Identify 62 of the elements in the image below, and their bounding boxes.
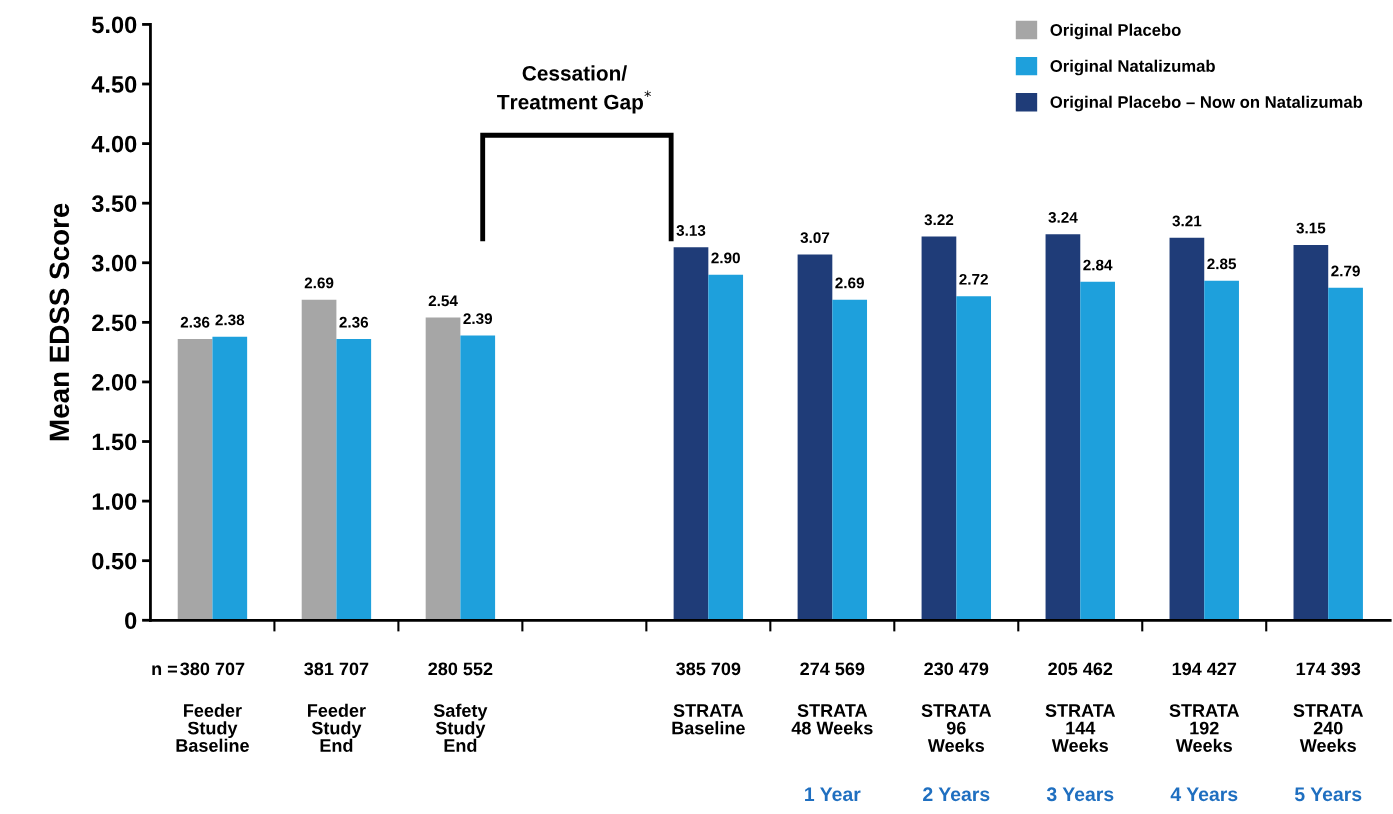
y-tick-label: 1.00 — [92, 493, 137, 510]
bar — [425, 317, 461, 621]
text: n = — [152, 665, 177, 676]
bar — [1328, 287, 1363, 621]
data-label: 3.15 — [1296, 222, 1326, 234]
y-tick-label: 4.00 — [91, 135, 137, 153]
bar — [212, 336, 248, 621]
bar — [1204, 280, 1239, 621]
data-label: 2.79 — [1331, 265, 1360, 277]
category-label: 194 427 STRATA 192 Weeks 4 Years — [1169, 662, 1240, 802]
data-label: 3.21 — [1172, 215, 1202, 227]
bar — [1169, 237, 1205, 621]
category-label: 274 569 STRATA 48 Weeks 1 Year — [791, 662, 873, 802]
bar — [956, 296, 992, 621]
category-label: 381 707 Feeder Study End — [304, 662, 369, 752]
bar — [708, 274, 744, 621]
y-tick-label: 3.00 — [91, 254, 137, 272]
bar — [1080, 281, 1115, 621]
data-label: 2.36 — [180, 316, 210, 328]
bar — [336, 339, 372, 621]
y-axis-title: Mean EDSS Score — [49, 203, 70, 441]
annotation: Cessation/ Treatment Gap$^{*}$ — [497, 65, 651, 114]
y-tick-label: 0 — [125, 612, 137, 630]
bar — [921, 236, 957, 621]
data-label: 2.36 — [339, 316, 369, 328]
data-label: 2.38 — [215, 314, 245, 326]
bar — [177, 339, 213, 621]
data-label: 3.13 — [676, 225, 706, 236]
category-label: 385 709 STRATA Baseline — [672, 662, 745, 735]
category-label: 205 462 STRATA 144 Weeks 3 Years — [1045, 662, 1116, 802]
data-label: 2.85 — [1207, 258, 1237, 270]
category-label: 280 552 Safety Study End — [428, 662, 493, 752]
y-tick-label: 1.50 — [92, 433, 137, 451]
bar — [673, 247, 709, 621]
y-tick-label: 4.50 — [91, 76, 137, 93]
bar — [1293, 244, 1329, 621]
data-label: 2.72 — [959, 273, 988, 285]
data-label: 2.69 — [304, 277, 334, 289]
y-tick-label: 3.50 — [91, 195, 137, 212]
data-label: 2.84 — [1083, 259, 1113, 271]
data-label: 2.39 — [463, 313, 493, 325]
y-tick-label: 0.50 — [92, 552, 137, 570]
bar — [832, 299, 868, 621]
legend-label: Original Natalizumab — [1050, 59, 1215, 76]
data-label: 3.22 — [924, 214, 954, 226]
category-label: 174 393 STRATA 240 Weeks 5 Years — [1293, 662, 1364, 802]
category-label: 230 479 STRATA 96 Weeks 2 Years — [921, 662, 992, 802]
data-label: 2.69 — [835, 277, 864, 289]
data-label: 2.54 — [428, 295, 458, 307]
data-label: 3.07 — [800, 232, 830, 244]
bar — [1045, 234, 1081, 621]
y-tick-label: 5.00 — [92, 16, 137, 34]
legend-label: Original Placebo — [1050, 23, 1181, 40]
legend-label: Original Placebo – Now on Natalizumab — [1050, 95, 1363, 112]
data-label: 3.24 — [1048, 211, 1078, 223]
y-tick-label: 2.50 — [92, 314, 137, 332]
bar — [797, 254, 833, 621]
category-label: 380 707 Feeder Study Baseline — [176, 662, 249, 752]
y-tick-label: 2.00 — [92, 374, 137, 391]
bar — [460, 335, 496, 621]
bar — [301, 299, 337, 621]
data-label: 2.90 — [711, 252, 740, 264]
